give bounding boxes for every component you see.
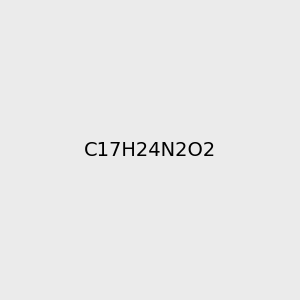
Text: C17H24N2O2: C17H24N2O2 <box>84 140 216 160</box>
